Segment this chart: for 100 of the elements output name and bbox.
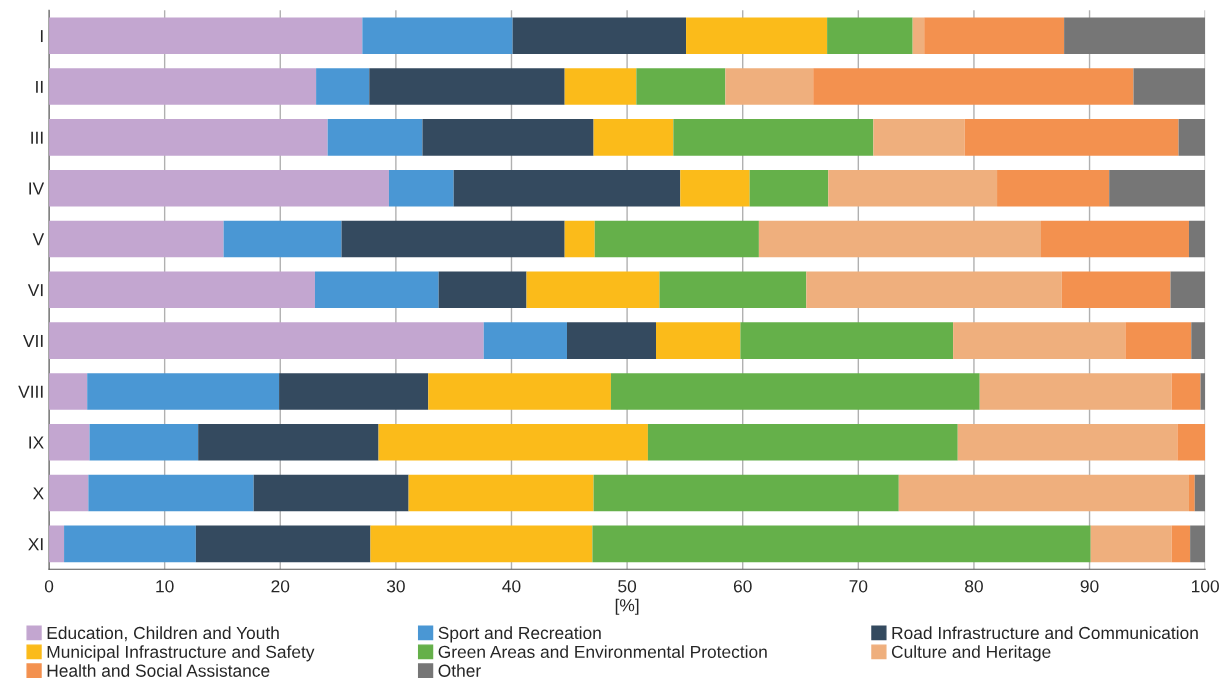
y-tick-label: VI — [27, 284, 43, 297]
y-tick-label: II — [36, 80, 43, 93]
bar — [49, 169, 389, 207]
y-tick-label: X — [32, 487, 44, 500]
bar — [806, 271, 1062, 309]
y-tick-label: I — [40, 30, 43, 43]
x-tick-label: 100 — [1192, 580, 1219, 593]
bar — [49, 220, 224, 258]
bar — [636, 68, 726, 105]
legend-label: Other — [438, 664, 481, 677]
bar — [924, 17, 1065, 55]
bar — [592, 525, 1091, 563]
bar — [1090, 525, 1172, 563]
bar — [725, 68, 814, 105]
x-tick-label: 30 — [386, 580, 405, 593]
bar — [453, 169, 681, 207]
bar — [873, 119, 965, 156]
bar — [1178, 119, 1206, 156]
bar — [964, 119, 1179, 156]
bar — [749, 169, 829, 207]
bar — [369, 68, 565, 105]
bar — [223, 220, 342, 258]
bar — [279, 373, 429, 410]
x-tick-label: 80 — [965, 580, 983, 593]
bar — [564, 220, 595, 258]
bar — [1177, 423, 1206, 461]
bar — [1133, 68, 1206, 105]
bar — [659, 271, 807, 309]
bar — [438, 271, 527, 309]
y-tick-label: XI — [28, 538, 43, 551]
y-tick-label: VII — [23, 334, 43, 347]
y-tick-label: V — [32, 233, 45, 246]
legend-label: Education, Children and Youth — [47, 626, 279, 642]
legend-label: Health and Social Assistance — [47, 664, 270, 677]
bar — [912, 17, 925, 55]
bar — [564, 68, 637, 105]
bar — [813, 68, 1134, 105]
bar — [49, 17, 363, 55]
x-tick-label: 20 — [271, 580, 290, 593]
bar — [483, 322, 567, 359]
bar — [428, 373, 611, 410]
bar — [253, 474, 409, 512]
bar — [898, 474, 1189, 512]
bar — [49, 119, 328, 156]
x-tick-label: 90 — [1080, 580, 1099, 593]
bar — [758, 220, 1041, 258]
bar — [49, 525, 65, 563]
bar — [673, 119, 874, 156]
bar — [408, 474, 594, 512]
x-tick-label: 0 — [44, 580, 54, 593]
x-tick-label: 10 — [156, 580, 174, 593]
y-tick-label: VIII — [18, 385, 43, 398]
bar — [49, 474, 89, 512]
bar — [512, 17, 687, 55]
bar — [327, 119, 423, 156]
x-axis-title: [%] — [615, 598, 639, 615]
bar — [49, 68, 317, 105]
bar — [422, 119, 594, 156]
legend-label: Road Infrastructure and Communication — [892, 626, 1198, 640]
bar — [89, 423, 199, 461]
bar — [656, 322, 741, 359]
bar — [370, 525, 593, 563]
bar — [828, 169, 998, 207]
bar — [49, 423, 90, 461]
bar — [198, 423, 379, 461]
legend-label: Sport and Recreation — [438, 626, 601, 643]
bar — [1125, 322, 1192, 359]
bar — [997, 169, 1110, 207]
bar — [1194, 474, 1206, 512]
bar — [566, 322, 656, 359]
bar — [1061, 271, 1171, 309]
x-tick-label: 50 — [618, 580, 637, 593]
bar — [316, 68, 370, 105]
bar — [953, 322, 1126, 359]
bar — [87, 373, 280, 410]
bar — [1170, 271, 1206, 309]
bar — [314, 271, 439, 309]
y-tick-label: III — [31, 131, 43, 144]
bar — [610, 373, 980, 410]
y-tick-label: IX — [29, 436, 44, 449]
bar — [1191, 322, 1206, 359]
x-tick-label: 60 — [733, 580, 752, 593]
bar — [593, 474, 899, 512]
bar — [1109, 169, 1206, 207]
bar — [686, 17, 828, 55]
bar — [526, 271, 660, 309]
bar — [593, 119, 674, 156]
bar — [1188, 474, 1195, 512]
bar — [88, 474, 254, 512]
bar — [1040, 220, 1189, 258]
bar — [1188, 220, 1206, 258]
bar — [594, 220, 759, 258]
legend-label: Green Areas and Environmental Protection — [438, 645, 767, 658]
x-tick-label: 40 — [502, 580, 521, 593]
y-tick-label: IV — [29, 182, 45, 195]
bar — [1190, 525, 1206, 563]
bar — [1064, 17, 1206, 55]
bar — [341, 220, 565, 258]
bar — [827, 17, 913, 55]
bar — [740, 322, 954, 359]
